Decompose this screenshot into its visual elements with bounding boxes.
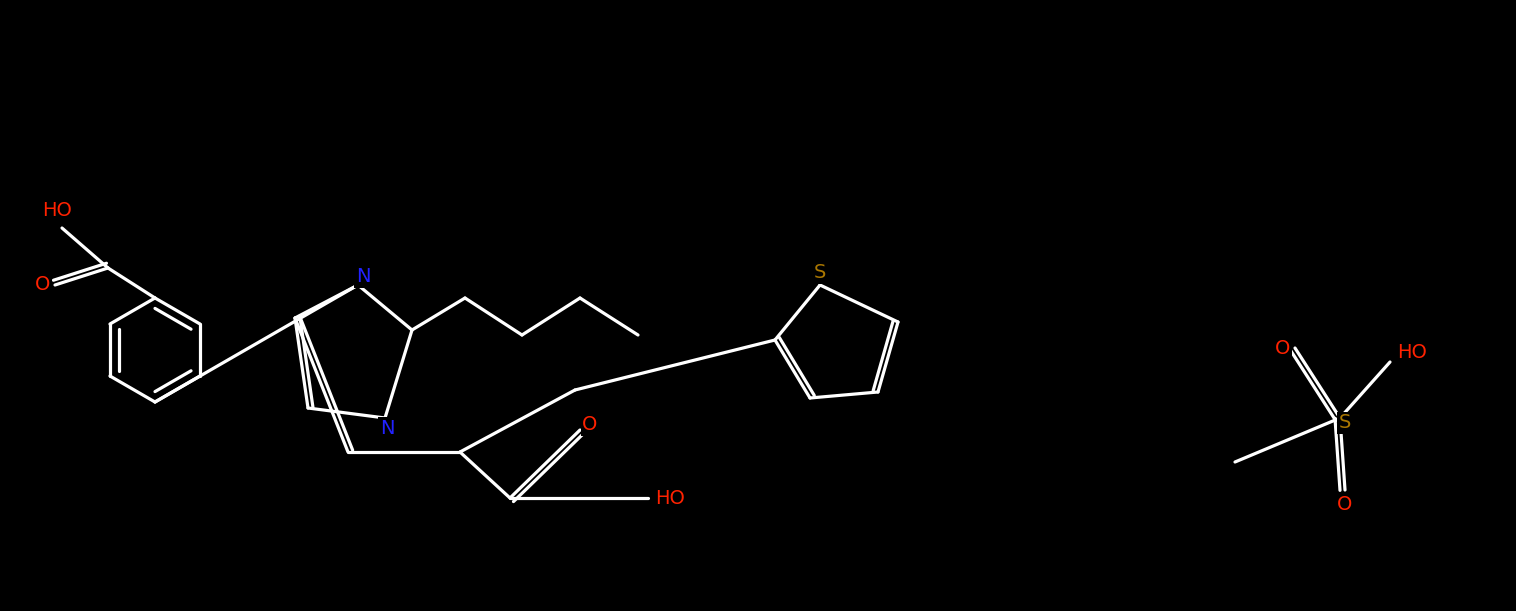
Text: HO: HO: [42, 200, 71, 219]
Text: HO: HO: [655, 489, 685, 508]
Text: N: N: [356, 268, 370, 287]
Text: O: O: [582, 415, 597, 434]
Text: O: O: [35, 276, 50, 295]
Text: O: O: [1275, 338, 1290, 357]
Text: HO: HO: [1398, 343, 1427, 362]
Text: N: N: [379, 419, 394, 437]
Text: S: S: [1339, 414, 1351, 433]
Text: O: O: [1337, 494, 1352, 513]
Text: S: S: [814, 263, 826, 282]
